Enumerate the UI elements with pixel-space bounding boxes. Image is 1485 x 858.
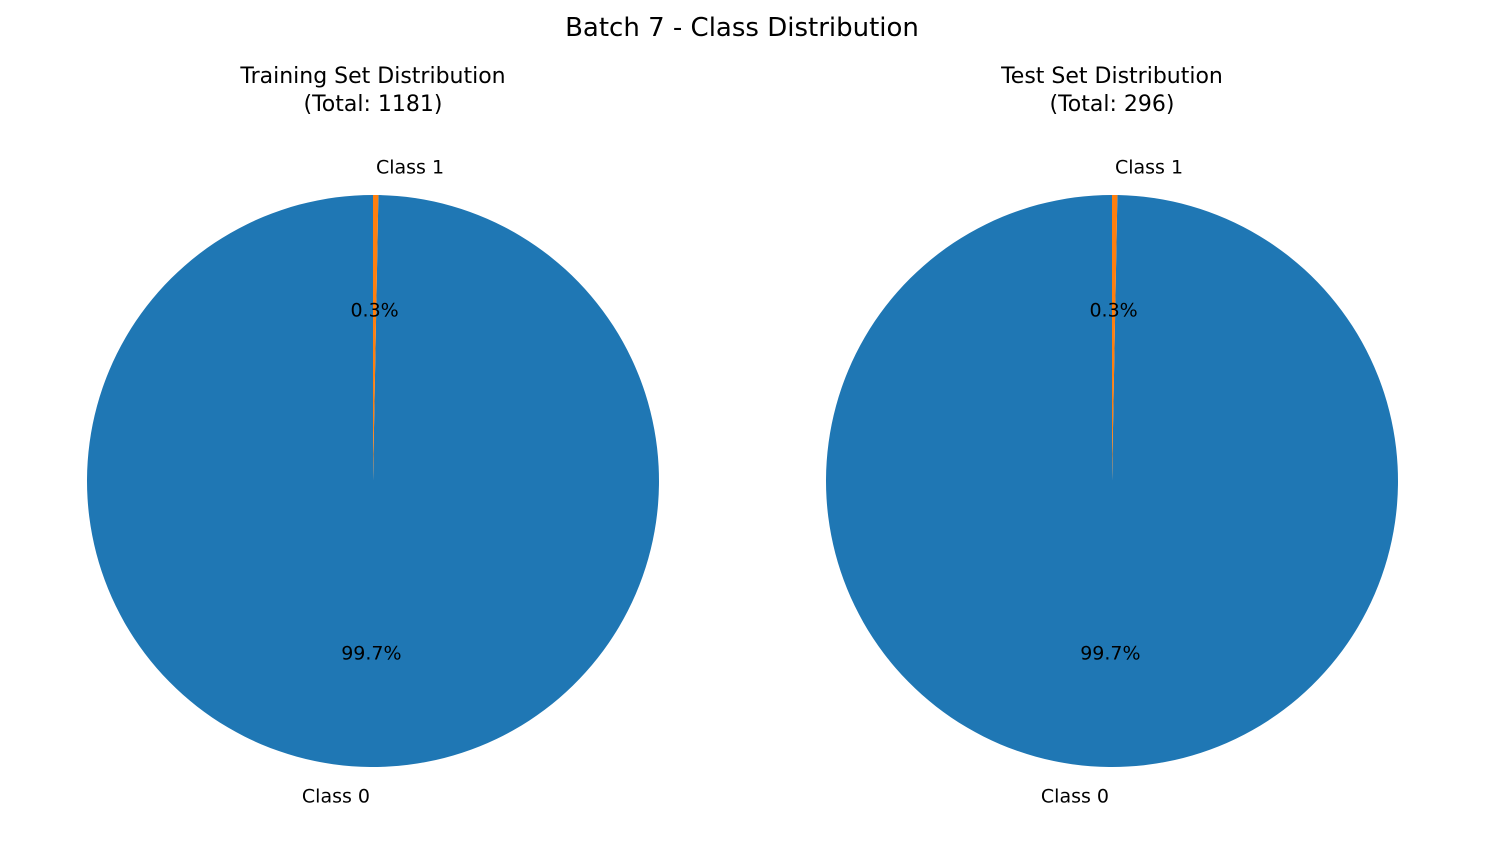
pie-slice-class-1 xyxy=(1112,195,1118,481)
pie-category-label: Class 1 xyxy=(376,156,444,178)
figure-suptitle: Batch 7 - Class Distribution xyxy=(565,13,919,43)
pie-percent-label: 0.3% xyxy=(350,299,398,321)
pie-percent-label: 99.7% xyxy=(341,643,401,665)
pie-chart-0: Training Set Distribution (Total: 1181) Cl… xyxy=(87,64,660,808)
pie-slice-class-0 xyxy=(826,195,1399,768)
pie-category-label: Class 0 xyxy=(302,786,370,808)
pie-charts: Training Set Distribution (Total: 1181) Cl… xyxy=(87,64,1399,808)
pie-category-label: Class 0 xyxy=(1041,786,1109,808)
pie-category-label: Class 1 xyxy=(1115,156,1183,178)
pie-chart-1: Test Set Distribution (Total: 296) Class 0… xyxy=(826,64,1399,808)
pie-title-line: (Total: 296) xyxy=(1050,92,1175,117)
pie-slice-class-0 xyxy=(87,195,660,768)
pie-percent-label: 0.3% xyxy=(1089,299,1137,321)
pie-percent-label: 99.7% xyxy=(1080,643,1140,665)
pie-title-line: Test Set Distribution xyxy=(1000,64,1223,89)
pie-slice-class-1 xyxy=(373,195,379,481)
pie-title-line: (Total: 1181) xyxy=(304,92,443,117)
pie-title-line: Training Set Distribution xyxy=(239,64,505,89)
